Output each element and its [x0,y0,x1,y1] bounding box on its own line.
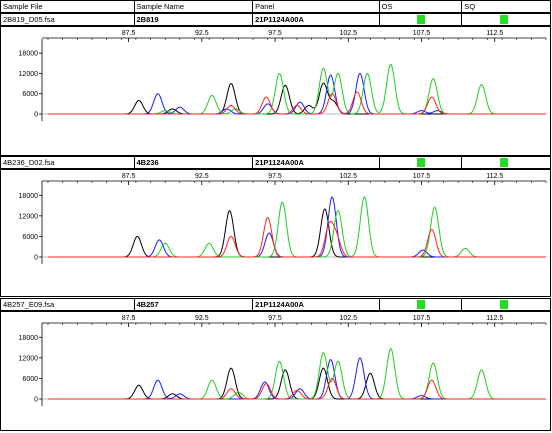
y-tick-label: 12000 [19,71,39,78]
sq-status-indicator [500,300,509,309]
trace-blue [48,357,546,400]
y-tick-label: 0 [34,255,38,262]
x-tick-label: 102.5 [339,173,357,180]
sample-name-1: 2B819 [135,14,254,25]
sample-file-1: 2B819_D05.fsa [1,14,135,25]
x-tick-label: 92.5 [195,30,209,37]
sample-row-3[interactable]: 4B257_E09.fsa 4B257 21P1124A00A [0,298,551,311]
os-status-indicator [416,15,425,24]
x-tick-label: 97.5 [268,315,282,322]
sq-status-indicator [500,158,509,167]
sample-row-2[interactable]: 4B236_D02.fsa 4B236 21P1124A00A [0,156,551,169]
electropherogram-plot-1[interactable]: 87.5 92.5 97.5 102.5 107.5 112.5 0 6000 12000 180… [0,26,551,156]
electropherogram-frame-1 [0,26,551,156]
y-tick-label: 0 [34,397,38,404]
trace-black [48,367,546,400]
column-header-row: Sample File Sample Name Panel OS SQ [0,0,551,13]
os-status-indicator [416,300,425,309]
os-flag-2 [380,157,463,168]
sample-file-3: 4B257_E09.fsa [1,299,135,310]
x-tick-label: 102.5 [339,315,357,322]
sq-flag-3 [462,299,550,310]
y-tick-label: 12000 [19,213,39,220]
y-tick-label: 18000 [19,335,39,342]
panel-2: 21P1124A00A [253,157,380,168]
x-tick-label: 112.5 [486,315,503,322]
x-tick-label: 92.5 [195,315,209,322]
y-tick-label: 6000 [22,234,38,241]
x-tick-label: 112.5 [486,30,503,37]
y-tick-label: 12000 [19,355,39,362]
sample-name-2: 4B236 [135,157,254,168]
col-sample-name[interactable]: Sample Name [135,1,254,12]
trace-black [48,208,546,258]
trace-black [48,82,546,115]
x-tick-label: 102.5 [339,30,357,37]
sample-file-2: 4B236_D02.fsa [1,157,135,168]
x-tick-label: 107.5 [413,30,431,37]
x-tick-label: 87.5 [122,315,136,322]
trace-green [48,196,546,258]
y-tick-label: 0 [34,112,38,119]
os-flag-1 [380,14,463,25]
x-tick-label: 107.5 [413,173,431,180]
os-flag-3 [380,299,463,310]
col-sample-file[interactable]: Sample File [1,1,135,12]
x-tick-label: 97.5 [268,173,282,180]
x-tick-label: 92.5 [195,173,209,180]
trace-red [48,216,546,258]
y-tick-label: 6000 [22,91,38,98]
col-os[interactable]: OS [380,1,463,12]
x-tick-label: 107.5 [413,315,431,322]
os-status-indicator [416,158,425,167]
x-tick-label: 87.5 [122,30,136,37]
trace-blue [48,196,546,258]
sq-flag-2 [462,157,550,168]
electropherogram-frame-2 [0,169,551,297]
electropherogram-plot-2[interactable]: 87.5 92.5 97.5 102.5 107.5 112.5 0 6000 12000 180… [0,169,551,297]
trace-green [48,63,546,115]
x-tick-label: 97.5 [268,30,282,37]
electropherogram-plot-3[interactable]: 87.5 92.5 97.5 102.5 107.5 112.5 0 6000 12000 180… [0,311,551,431]
col-panel[interactable]: Panel [253,1,380,12]
panel-3: 21P1124A00A [253,299,380,310]
sample-name-3: 4B257 [135,299,254,310]
col-sq[interactable]: SQ [464,2,476,11]
y-tick-label: 6000 [22,376,38,383]
sq-flag-1 [462,14,550,25]
panel-1: 21P1124A00A [253,14,380,25]
trace-red [48,91,546,115]
y-tick-label: 18000 [19,193,39,200]
x-tick-label: 112.5 [486,173,503,180]
trace-red [48,377,546,400]
y-tick-label: 18000 [19,51,39,58]
trace-blue [48,72,546,115]
sample-row-1[interactable]: 2B819_D05.fsa 2B819 21P1124A00A [0,13,551,26]
x-tick-label: 87.5 [122,173,136,180]
electropherogram-frame-3 [0,311,551,431]
sq-status-indicator [500,15,509,24]
